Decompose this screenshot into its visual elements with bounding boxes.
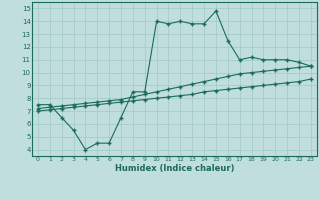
X-axis label: Humidex (Indice chaleur): Humidex (Indice chaleur) (115, 164, 234, 173)
